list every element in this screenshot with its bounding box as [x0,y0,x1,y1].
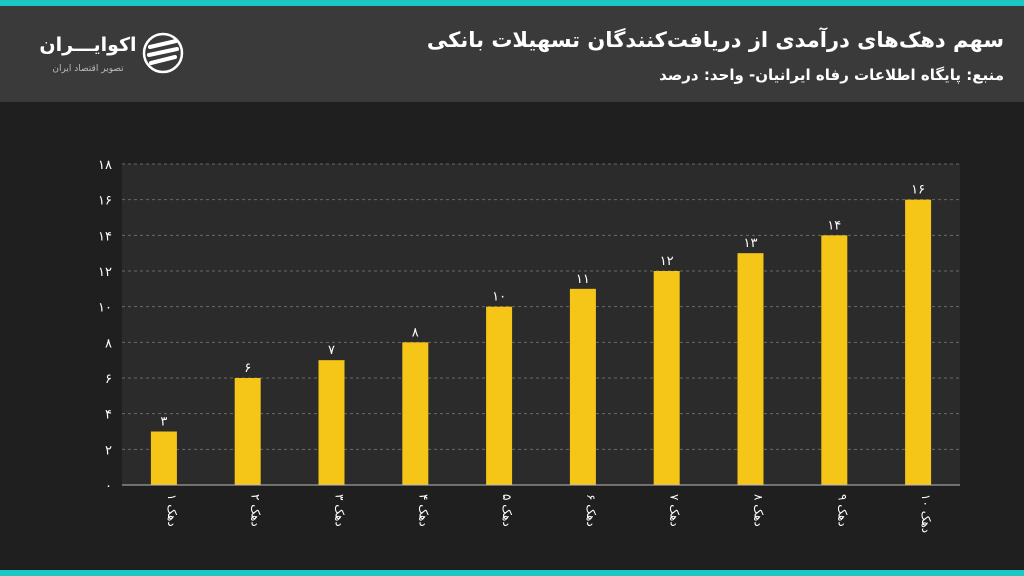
x-category-label: دهک ۹ [835,494,849,527]
y-tick-label: ۱۰ [98,301,112,316]
bar-value-label: ۱۱ [576,272,590,287]
y-tick-label: ۴ [105,408,112,423]
bar-value-label: ۱۲ [660,254,674,269]
x-category-label: دهک ۶ [584,494,598,527]
x-category-label: دهک ۴ [416,494,430,527]
bar-value-label: ۳ [160,415,167,430]
y-tick-label: ۰ [105,479,112,494]
brand-name: اکوایـــران [39,34,137,56]
y-axis-ticks: ۰ ۲ ۴ ۶ ۸ ۱۰ ۱۲ ۱۴ ۱۶ ۱۸ [98,158,112,494]
header: اکوایـــران تصویر اقتصاد ایران سهم دهک‌ه… [0,6,1024,102]
x-category-label: دهک ۱ [165,494,179,527]
x-category-label: دهک ۵ [500,494,514,527]
plot-area [122,164,960,485]
y-tick-label: ۸ [105,336,112,351]
bar-value-label: ۷ [328,343,335,358]
bar-value-label: ۱۳ [744,236,758,251]
bar [737,253,764,485]
bar [821,235,848,485]
chart-subtitle: منبع: پایگاه اطلاعات رفاه ایرانیان- واحد… [659,66,1004,84]
x-category-label: دهک ۸ [752,494,766,527]
top-accent-bar [0,0,1024,6]
y-tick-label: ۱۶ [98,194,112,209]
x-category-label: دهک ۷ [668,494,682,527]
bottom-accent-bar [0,570,1024,576]
bar [402,342,429,485]
bar [150,431,177,485]
bar-value-label: ۸ [412,325,419,340]
chart-title: سهم دهک‌های درآمدی از دریافت‌کنندگان تسه… [426,28,1004,52]
grid-lines [122,163,960,450]
x-axis-labels: دهک ۱ دهک ۲ دهک ۳ دهک ۴ دهک ۵ دهک ۶ دهک ۷ دهک ۸… [165,494,933,533]
y-tick-label: ۶ [105,372,112,387]
bar [905,199,932,485]
x-category-label: دهک ۳ [333,494,347,527]
bars: ۳ ۶ ۷ ۸ ۱۰ ۱۱ ۱۲ ۱۳ ۱۴ ۱۶ [150,183,932,485]
brand-tagline: تصویر اقتصاد ایران [52,64,124,74]
bar [569,288,596,485]
y-tick-label: ۱۲ [98,265,112,280]
bar [318,360,345,485]
bar-value-label: ۶ [244,361,251,376]
x-category-label: دهک ۲ [249,494,263,527]
bar [653,271,680,485]
y-tick-label: ۲ [105,443,112,458]
y-tick-label: ۱۴ [98,229,112,244]
x-category-label: دهک ۱۰ [919,494,933,533]
bar-value-label: ۱۰ [492,290,506,305]
y-tick-label: ۱۸ [98,158,112,173]
bar [234,378,261,485]
bar-value-label: ۱۴ [827,218,841,233]
bar-value-label: ۱۶ [911,183,925,198]
bar [486,306,513,485]
brand-logo: اکوایـــران تصویر اقتصاد ایران [30,28,190,88]
brand-mark-icon [142,32,184,74]
